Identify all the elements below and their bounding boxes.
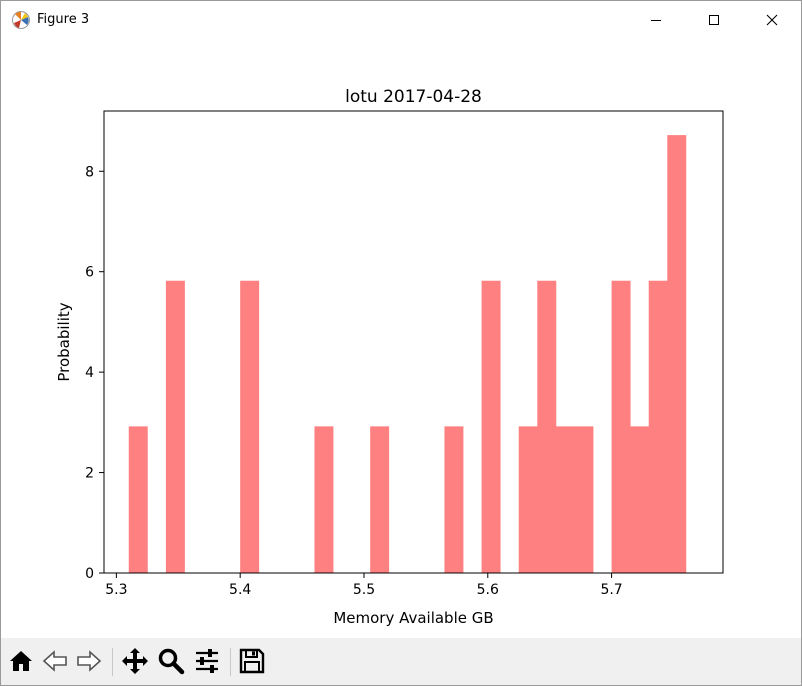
y-tick-label: 2 (85, 466, 94, 482)
save-icon (239, 648, 265, 674)
histogram-bar-13 (648, 280, 668, 573)
y-axis-label: Probability (55, 302, 73, 381)
histogram-bar-8 (537, 280, 557, 573)
back-icon (42, 650, 67, 672)
back-button[interactable] (40, 646, 70, 676)
minimize-button[interactable] (633, 1, 679, 39)
home-icon (10, 651, 32, 671)
forward-icon (77, 650, 102, 672)
histogram-bar-6 (481, 280, 501, 573)
y-tick-label: 8 (85, 164, 94, 180)
home-button[interactable] (6, 646, 36, 676)
navigation-toolbar (1, 638, 801, 685)
axes-frame (103, 110, 724, 574)
histogram-bar-9 (555, 426, 575, 573)
histogram-bar-11 (611, 280, 631, 573)
y-tick-label: 4 (85, 365, 94, 381)
histogram-bar-14 (667, 135, 687, 573)
window-title: Figure 3 (37, 12, 90, 27)
histogram-bar-4 (370, 426, 390, 573)
histogram-bar-10 (574, 426, 594, 573)
histogram-bar-2 (240, 280, 260, 573)
chart-title: lotu 2017-04-28 (345, 87, 482, 107)
matplotlib-app-icon (12, 11, 30, 29)
close-icon (766, 14, 778, 26)
zoom-button[interactable] (156, 646, 186, 676)
forward-button[interactable] (74, 646, 104, 676)
x-tick-label: 5.6 (477, 582, 499, 598)
histogram-bar-5 (444, 426, 464, 573)
y-tick-label: 0 (85, 566, 94, 582)
configure-subplots-icon (196, 649, 218, 673)
x-tick-label: 5.7 (600, 582, 622, 598)
pan-icon (122, 648, 148, 674)
close-button[interactable] (749, 1, 795, 39)
toolbar-separator (230, 648, 231, 676)
save-button[interactable] (237, 646, 267, 676)
minimize-icon (651, 20, 661, 21)
x-tick-label: 5.5 (353, 582, 375, 598)
histogram-chart: 5.3 5.4 5.5 5.6 5.7 0 2 4 6 8 lotu 2017-04-28 Mem… (55, 87, 724, 627)
x-axis-label: Memory Available GB (333, 609, 493, 627)
histogram-bar-3 (314, 426, 334, 573)
histogram-bar-12 (630, 426, 650, 573)
histogram-bar-7 (518, 426, 538, 573)
pan-button[interactable] (120, 646, 150, 676)
maximize-button[interactable] (691, 1, 737, 39)
x-tick-label: 5.3 (105, 582, 127, 598)
x-tick-label: 5.4 (229, 582, 251, 598)
title-bar[interactable]: Figure 3 (1, 1, 801, 39)
toolbar-separator (112, 648, 113, 676)
y-tick-label: 6 (85, 265, 94, 281)
zoom-icon (158, 648, 185, 675)
maximize-icon (709, 15, 719, 25)
configure-subplots-button[interactable] (192, 646, 222, 676)
histogram-bar-1 (165, 280, 185, 573)
histogram-bar-0 (128, 426, 148, 573)
